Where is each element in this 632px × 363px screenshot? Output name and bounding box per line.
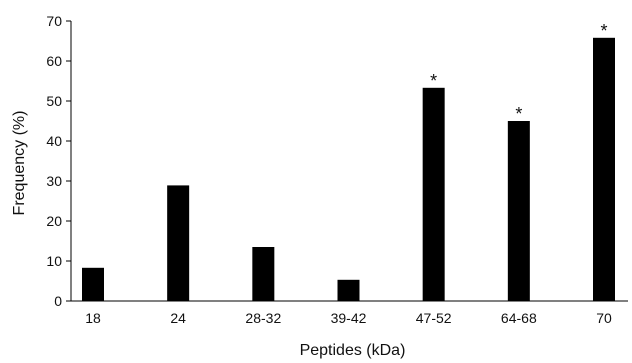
x-tick-label: 24 (170, 310, 186, 326)
y-tick-label: 50 (46, 93, 62, 109)
bar (337, 279, 360, 301)
x-tick-label: 18 (85, 310, 101, 326)
y-tick-label: 60 (46, 53, 62, 69)
y-tick-label: 20 (46, 213, 62, 229)
y-axis-title: Frequency (%) (11, 111, 28, 216)
x-tick-label: 70 (596, 310, 612, 326)
x-axis-title: Peptides (kDa) (300, 342, 406, 359)
y-tick-label: 10 (46, 253, 62, 269)
y-tick-label: 40 (46, 133, 62, 149)
bar (82, 267, 104, 301)
bar (507, 121, 530, 301)
bar (593, 37, 615, 302)
y-tick-label: 0 (54, 293, 62, 309)
y-tick-label: 30 (46, 173, 62, 189)
y-axis-ticks: 0 10 20 30 40 50 60 70 (46, 13, 71, 309)
bar (252, 247, 275, 301)
bars: * * * (82, 21, 615, 302)
y-tick-label: 70 (46, 13, 62, 29)
x-tick-label: 64-68 (501, 310, 537, 326)
significance-marker: * (600, 21, 607, 41)
bar (422, 87, 445, 301)
x-tick-label: 39-42 (331, 310, 367, 326)
significance-marker: * (515, 104, 522, 124)
x-axis-ticks: 18 24 28-32 39-42 47-52 64-68 70 (85, 310, 612, 326)
x-tick-label: 47-52 (416, 310, 452, 326)
x-tick-label: 28-32 (245, 310, 281, 326)
bar (167, 185, 190, 301)
significance-marker: * (430, 71, 437, 91)
